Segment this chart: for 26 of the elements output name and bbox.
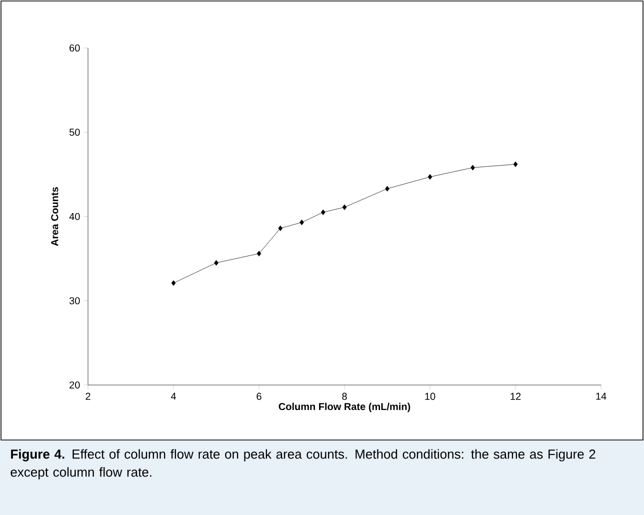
y-tick-label: 40 (69, 212, 80, 220)
x-axis-title: Column Flow Rate (mL/min) (278, 402, 410, 412)
point (513, 161, 518, 168)
point (256, 250, 262, 256)
point (342, 204, 347, 210)
y-tick-label: 50 (69, 128, 80, 136)
x-tick-label: 14 (596, 392, 606, 400)
x-tick-label: 8 (342, 392, 347, 400)
y-tick-label: 30 (69, 297, 80, 304)
point (300, 220, 304, 226)
point (385, 186, 390, 192)
y-tick-label: 60 (70, 44, 80, 52)
x-tick-label: 12 (510, 392, 521, 400)
x-tick-label: 4 (170, 392, 176, 400)
x-tick-label: 10 (425, 392, 436, 400)
x-tick-label: 6 (256, 392, 262, 400)
point (320, 209, 326, 216)
text: Figure 4. Effect of column flow rate on peak area counts. Method conditions: the same as Figure 2 except column flow rate. (10, 449, 596, 480)
y-tick-label: 20 (70, 381, 80, 389)
point (278, 225, 283, 232)
point (214, 260, 218, 266)
point (171, 280, 176, 286)
x-tick-label: 2 (86, 392, 90, 400)
y-axis-title: Area Counts (51, 187, 58, 246)
point (470, 164, 475, 170)
point (428, 174, 432, 180)
